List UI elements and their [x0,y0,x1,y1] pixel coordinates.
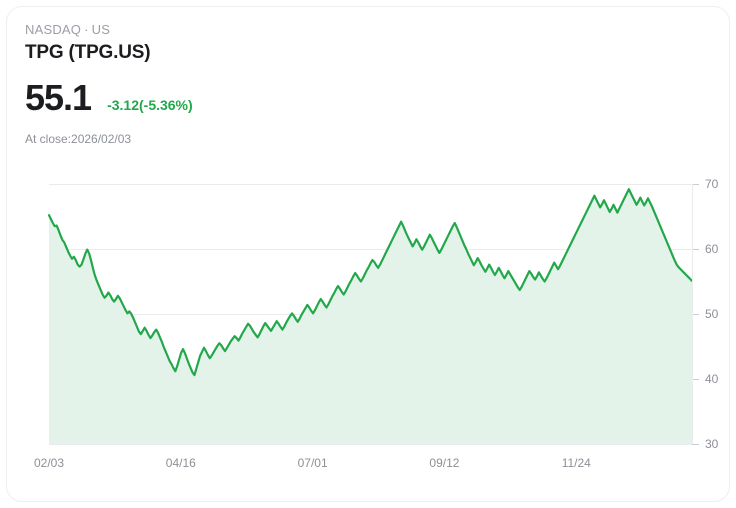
exchange-name: NASDAQ [25,22,82,37]
exchange-line: NASDAQ · US [25,21,625,39]
x-axis-tick-label: 04/16 [166,456,196,470]
price-row: 55.1 -3.12(-5.36%) [25,79,625,117]
y-axis-tick-label: 50 [705,307,719,321]
x-axis-ticks: 02/03 04/16 07/01 09/12 11/24 [34,456,591,470]
y-axis-tick-label: 60 [705,242,719,256]
stock-quote-card: NASDAQ · US TPG (TPG.US) 55.1 -3.12(-5.36%… [6,6,730,502]
quote-header: NASDAQ · US TPG (TPG.US) 55.1 -3.12(-5.36%… [25,21,625,147]
x-axis-tick-label: 11/24 [562,456,591,470]
y-axis-tick-label: 40 [705,372,719,386]
price-chart-svg[interactable]: 70 60 50 40 30 02/03 04/16 07/01 09/12 11/24 [7,167,736,477]
price-area-fill [49,189,692,444]
price-line [47,188,694,377]
market-status-timestamp: At close:2026/02/03 [25,132,132,146]
price-chart[interactable]: 70 60 50 40 30 02/03 04/16 07/01 09/12 11/24 [7,167,736,477]
region-label: US [91,22,111,37]
price-change: -3.12(-5.36%) [107,97,193,113]
y-axis-tick-label: 30 [705,437,719,451]
x-axis-tick-label: 02/03 [34,456,64,470]
y-axis-ticks: 70 60 50 40 30 [692,177,719,451]
y-axis-tick-label: 70 [705,177,719,191]
separator-dot: · [84,22,89,37]
x-axis-tick-label: 09/12 [429,456,459,470]
page-title: TPG (TPG.US) [25,42,151,63]
current-price: 55.1 [25,77,92,118]
x-axis-tick-label: 07/01 [298,456,328,470]
